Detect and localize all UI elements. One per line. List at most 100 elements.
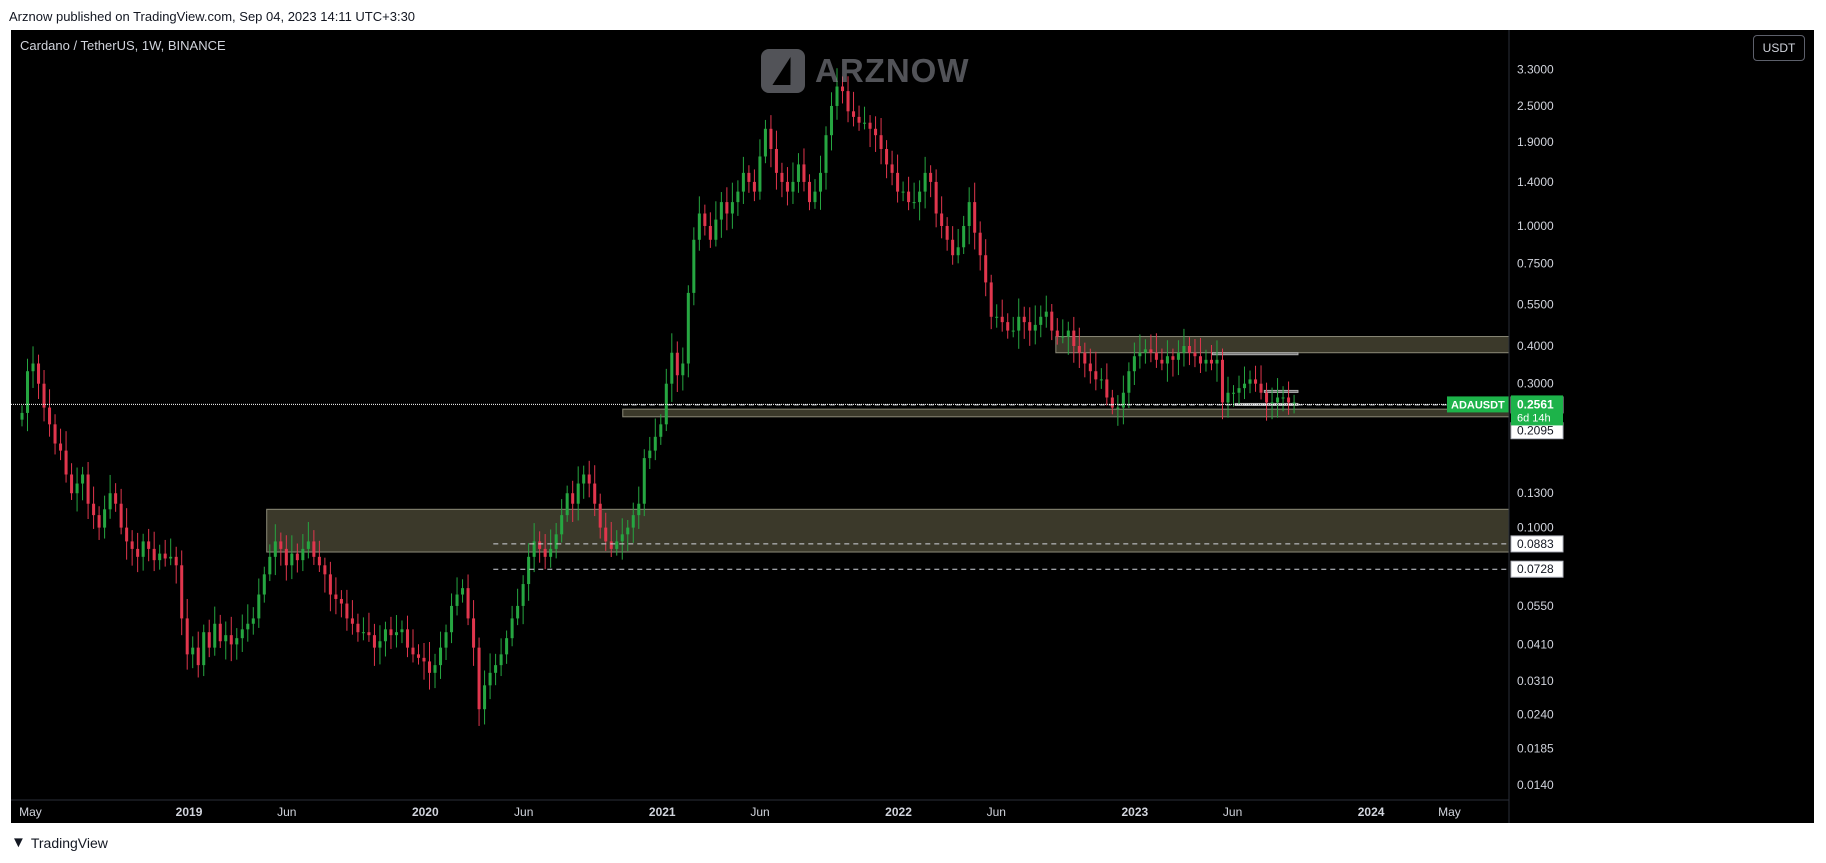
candle-body[interactable] bbox=[829, 105, 834, 136]
candlestick-chart[interactable]: 0.25510.08830.07280.2095ADAUSDT0.25616d … bbox=[11, 30, 1814, 823]
candle-body[interactable] bbox=[455, 594, 459, 606]
candle-body[interactable] bbox=[763, 128, 767, 157]
candle-body[interactable] bbox=[422, 657, 426, 662]
candle-body[interactable] bbox=[940, 213, 944, 226]
candle-body[interactable] bbox=[1132, 356, 1136, 372]
candle-body[interactable] bbox=[653, 436, 657, 451]
candle-body[interactable] bbox=[587, 474, 591, 484]
candle-body[interactable] bbox=[841, 86, 845, 92]
small-zone-box[interactable] bbox=[1212, 352, 1299, 356]
candle-body[interactable] bbox=[697, 213, 701, 240]
candle-body[interactable] bbox=[802, 164, 806, 182]
candle-body[interactable] bbox=[301, 548, 305, 561]
candle-body[interactable] bbox=[191, 647, 195, 655]
candle-body[interactable] bbox=[158, 553, 162, 561]
candle-body[interactable] bbox=[918, 191, 922, 203]
candle-body[interactable] bbox=[852, 111, 856, 117]
candle-body[interactable] bbox=[708, 225, 712, 240]
candle-body[interactable] bbox=[1231, 392, 1236, 394]
candle-body[interactable] bbox=[554, 534, 558, 549]
candle-body[interactable] bbox=[1160, 359, 1164, 364]
candle-body[interactable] bbox=[439, 647, 443, 666]
candle-body[interactable] bbox=[42, 383, 46, 408]
candle-body[interactable] bbox=[896, 172, 900, 192]
candle-body[interactable] bbox=[1270, 402, 1274, 404]
candle-body[interactable] bbox=[615, 541, 619, 549]
candle-body[interactable] bbox=[450, 605, 454, 633]
candle-body[interactable] bbox=[31, 363, 35, 372]
candle-body[interactable] bbox=[163, 553, 167, 559]
candle-body[interactable] bbox=[389, 629, 393, 636]
candle-body[interactable] bbox=[692, 239, 696, 293]
candle-body[interactable] bbox=[20, 412, 24, 420]
candle-body[interactable] bbox=[521, 584, 525, 606]
candle-body[interactable] bbox=[675, 352, 679, 376]
candle-body[interactable] bbox=[1276, 397, 1280, 403]
candle-body[interactable] bbox=[494, 665, 498, 673]
candle-body[interactable] bbox=[1033, 324, 1037, 331]
candle-body[interactable] bbox=[345, 603, 349, 619]
candle-body[interactable] bbox=[356, 623, 360, 633]
candle-body[interactable] bbox=[1265, 392, 1269, 403]
candle-body[interactable] bbox=[1077, 346, 1081, 353]
candle-body[interactable] bbox=[609, 541, 613, 549]
candle-body[interactable] bbox=[549, 548, 553, 557]
candle-body[interactable] bbox=[736, 191, 740, 203]
currency-selector[interactable]: USDT bbox=[1753, 35, 1805, 61]
candle-body[interactable] bbox=[532, 541, 536, 557]
candle-body[interactable] bbox=[741, 172, 745, 192]
candle-body[interactable] bbox=[207, 632, 211, 648]
candle-body[interactable] bbox=[279, 541, 283, 549]
candle-body[interactable] bbox=[427, 661, 432, 673]
candle-body[interactable] bbox=[1121, 392, 1125, 408]
candle-body[interactable] bbox=[637, 503, 641, 516]
candle-body[interactable] bbox=[213, 623, 217, 648]
candle-body[interactable] bbox=[857, 116, 861, 123]
candle-body[interactable] bbox=[780, 172, 784, 182]
candle-body[interactable] bbox=[1066, 330, 1070, 337]
candle-body[interactable] bbox=[791, 181, 795, 192]
candle-body[interactable] bbox=[565, 493, 569, 516]
candle-body[interactable] bbox=[670, 352, 674, 384]
support-resistance-zone[interactable] bbox=[1055, 336, 1510, 354]
candle-body[interactable] bbox=[92, 503, 96, 516]
candle-body[interactable] bbox=[868, 122, 872, 129]
candle-body[interactable] bbox=[367, 632, 371, 636]
candle-body[interactable] bbox=[967, 202, 971, 226]
candle-body[interactable] bbox=[444, 632, 448, 648]
candle-body[interactable] bbox=[306, 541, 310, 549]
candle-body[interactable] bbox=[185, 618, 189, 655]
candle-body[interactable] bbox=[394, 632, 398, 636]
candle-body[interactable] bbox=[488, 672, 492, 686]
candle-body[interactable] bbox=[769, 128, 773, 149]
support-resistance-zone[interactable] bbox=[266, 508, 1510, 553]
candle-body[interactable] bbox=[466, 588, 470, 619]
candle-body[interactable] bbox=[114, 493, 118, 504]
candle-body[interactable] bbox=[626, 527, 630, 535]
candle-body[interactable] bbox=[973, 202, 977, 233]
candle-body[interactable] bbox=[295, 553, 299, 561]
candle-body[interactable] bbox=[901, 191, 905, 193]
candle-body[interactable] bbox=[125, 527, 129, 542]
candle-body[interactable] bbox=[956, 247, 960, 256]
candle-body[interactable] bbox=[202, 632, 206, 666]
candle-body[interactable] bbox=[934, 181, 938, 214]
candle-body[interactable] bbox=[543, 548, 547, 557]
candle-body[interactable] bbox=[604, 527, 608, 542]
candle-body[interactable] bbox=[1204, 359, 1208, 364]
candle-body[interactable] bbox=[378, 641, 382, 648]
candle-body[interactable] bbox=[196, 647, 200, 666]
candle-body[interactable] bbox=[758, 156, 762, 192]
candle-body[interactable] bbox=[81, 474, 85, 484]
candle-body[interactable] bbox=[945, 225, 949, 240]
candle-body[interactable] bbox=[477, 647, 481, 710]
candle-body[interactable] bbox=[813, 191, 817, 203]
candle-body[interactable] bbox=[284, 548, 288, 566]
candle-body[interactable] bbox=[719, 202, 723, 220]
candle-body[interactable] bbox=[1116, 407, 1120, 409]
candle-body[interactable] bbox=[929, 172, 933, 182]
candle-body[interactable] bbox=[1226, 392, 1230, 403]
candle-body[interactable] bbox=[472, 618, 476, 648]
candle-body[interactable] bbox=[372, 635, 376, 648]
candle-body[interactable] bbox=[130, 541, 134, 549]
